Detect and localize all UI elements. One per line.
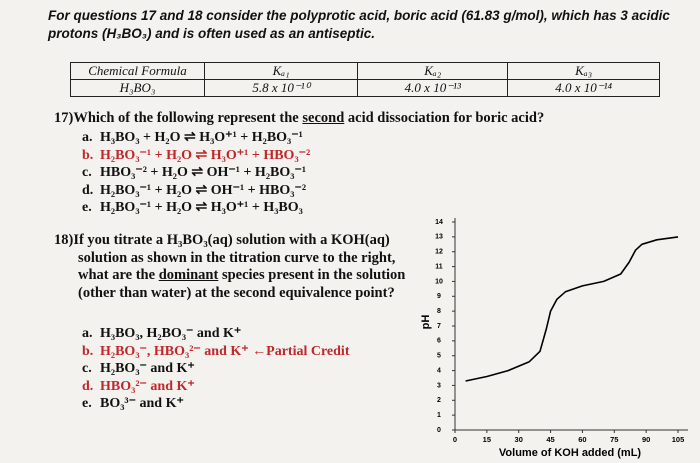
y-tick-label: 4	[437, 367, 441, 374]
y-tick-label: 10	[435, 278, 443, 285]
option-letter: a.	[82, 130, 93, 145]
prompt-emphasis: second	[302, 110, 345, 126]
option-letter: e.	[82, 200, 92, 215]
option: a. H₃BO₃ + H₂O ⇌ H₃O⁺¹ + H₂BO₃⁻¹	[82, 129, 310, 147]
y-tick-label: 12	[435, 249, 443, 256]
prompt-text: acid dissociation for boric acid?	[344, 110, 545, 126]
x-tick-label: 45	[546, 435, 554, 444]
q18-options: a. H₃BO₃, H₂BO₃⁻ and K⁺ b. H₂BO₃⁻, HBO₃²⁻ …	[82, 325, 349, 413]
y-tick-label: 8	[437, 308, 441, 315]
y-tick-label: 2	[437, 397, 441, 404]
x-tick-label: 75	[610, 435, 618, 444]
y-tick-label: 13	[435, 234, 443, 241]
prompt-text: 17)Which of the following represent the	[54, 110, 303, 126]
option-letter: c.	[82, 361, 92, 376]
question-18: 18)If you titrate a H₃BO₃(aq) solution w…	[54, 232, 428, 302]
header-line: For questions 17 and 18 consider the pol…	[48, 8, 670, 23]
option-text: H₃BO₃ + H₂O ⇌ H₃O⁺¹ + H₂BO₃⁻¹	[100, 130, 303, 145]
header-line: protons (H₃BO₃) and is often used as an …	[48, 26, 376, 41]
x-tick-label: 0	[453, 435, 457, 444]
option-letter: d.	[82, 378, 94, 394]
option-letter: d.	[82, 182, 94, 198]
y-tick-label: 14	[435, 219, 443, 226]
option-text: HBO₃²⁻ and K⁺	[100, 378, 195, 394]
x-tick-label: 105	[672, 435, 685, 444]
option: e. H₂BO₃⁻¹ + H₂O ⇌ H₃O⁺¹ + H₃BO₃	[82, 199, 310, 217]
x-tick-label: 60	[578, 435, 586, 444]
y-tick-label: 5	[437, 353, 441, 360]
y-axis-label: pH	[420, 315, 432, 330]
option: c. H₂BO₃⁻ and K⁺	[82, 360, 349, 378]
option-text: H₂BO₃⁻¹ + H₂O ⇌ OH⁻¹ + HBO₃⁻²	[100, 182, 307, 198]
x-axis-label: Volume of KOH added (mL)	[499, 447, 642, 459]
option-letter: b.	[82, 147, 94, 163]
prompt-text: 18)If you titrate a H₃BO₃(aq) solution w…	[54, 232, 396, 283]
option-text: H₂BO₃⁻ and K⁺	[100, 361, 195, 376]
y-tick-label: 3	[437, 382, 441, 389]
option: b. H₂BO₃⁻¹ + H₂O ⇌ H₃O⁺¹ + HBO₃⁻²	[82, 147, 310, 165]
x-tick-label: 30	[515, 435, 523, 444]
constants-table: Chemical Formula Kₐ₁ Kₐ₂ Kₐ₃ H₃BO₃ 5.8 x…	[70, 62, 660, 97]
option: a. H₃BO₃, H₂BO₃⁻ and K⁺	[82, 325, 349, 343]
option: d. H₂BO₃⁻¹ + H₂O ⇌ OH⁻¹ + HBO₃⁻²	[82, 182, 310, 200]
y-tick-label: 0	[437, 427, 441, 434]
option-letter: a.	[82, 326, 93, 341]
table-cell: 4.0 x 10⁻¹⁴	[507, 79, 660, 97]
option-letter: e.	[82, 396, 92, 411]
option-letter: c.	[82, 165, 92, 180]
option: d. HBO₃²⁻ and K⁺	[82, 378, 349, 396]
prompt-text: species present in the solution (other t…	[78, 267, 406, 301]
option: b. H₂BO₃⁻, HBO₃²⁻ and K⁺ ←Partial Credit	[82, 343, 349, 361]
table-cell: H₃BO₃	[70, 79, 205, 97]
option: c. HBO₃⁻² + H₂O ⇌ OH⁻¹ + H₂BO₃⁻¹	[82, 164, 310, 182]
y-tick-label: 6	[437, 338, 441, 345]
y-tick-label: 9	[437, 293, 441, 300]
titration-curve	[465, 236, 679, 382]
table-cell: 5.8 x 10⁻¹⁰	[203, 79, 359, 97]
question-17: 17)Which of the following represent the …	[54, 110, 674, 128]
x-tick-label: 90	[642, 435, 650, 444]
option-text: H₂BO₃⁻¹ + H₂O ⇌ H₃O⁺¹ + HBO₃⁻²	[100, 147, 311, 163]
option-text: H₂BO₃⁻¹ + H₂O ⇌ H₃O⁺¹ + H₃BO₃	[100, 200, 303, 215]
y-tick-label: 7	[437, 323, 441, 330]
option-text: H₂BO₃⁻, HBO₃²⁻ and K⁺ ←Partial Credit	[100, 343, 350, 359]
q17-options: a. H₃BO₃ + H₂O ⇌ H₃O⁺¹ + H₂BO₃⁻¹ b. H₂BO₃⁻…	[82, 129, 310, 217]
table-cell: 4.0 x 10⁻¹³	[357, 79, 509, 97]
option-text: H₃BO₃, H₂BO₃⁻ and K⁺	[100, 326, 242, 341]
option-text: HBO₃⁻² + H₂O ⇌ OH⁻¹ + H₂BO₃⁻¹	[100, 165, 307, 180]
option: e. BO₃³⁻ and K⁺	[82, 395, 349, 413]
y-tick-label: 11	[435, 263, 443, 270]
prompt-emphasis: dominant	[158, 267, 219, 283]
y-tick-label: 1	[437, 412, 441, 419]
option-text: BO₃³⁻ and K⁺	[100, 396, 184, 411]
x-tick-label: 15	[483, 435, 491, 444]
option-letter: b.	[82, 343, 94, 359]
